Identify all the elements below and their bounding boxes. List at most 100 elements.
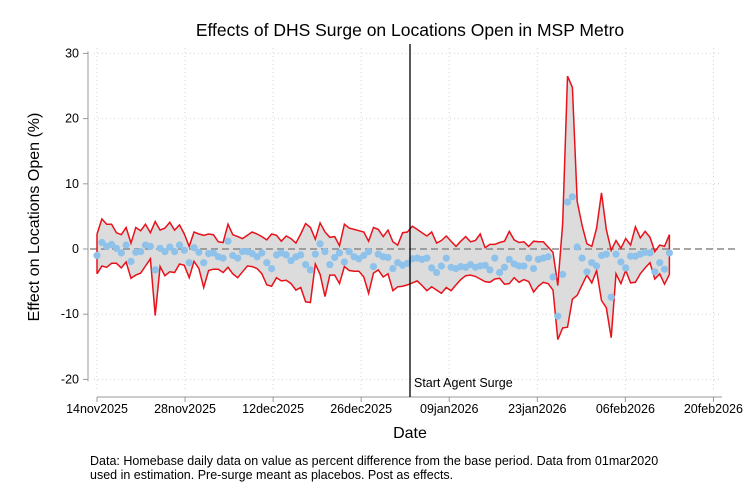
estimate-point	[360, 251, 368, 260]
ci-lower-line	[96, 256, 671, 340]
x-tick-label: 26dec2025	[330, 402, 392, 416]
estimate-point	[563, 198, 572, 206]
estimate-point	[195, 248, 203, 256]
estimate-point	[108, 240, 116, 248]
estimate-point	[593, 262, 601, 270]
estimate-point	[117, 249, 125, 257]
estimate-point	[253, 253, 261, 261]
estimate-point	[530, 265, 538, 273]
estimate-point	[146, 242, 154, 250]
y-tick-label: 10	[65, 177, 79, 191]
estimate-point	[486, 266, 494, 274]
estimate-point	[151, 266, 159, 274]
estimate-point	[500, 263, 509, 271]
estimate-point	[287, 257, 295, 265]
x-tick-label: 20feb2026	[684, 402, 743, 416]
x-tick-label: 06feb2026	[596, 402, 655, 416]
estimate-point	[161, 248, 169, 256]
estimate-point	[602, 250, 610, 258]
estimate-point	[98, 238, 106, 247]
estimate-point	[345, 248, 353, 256]
estimate-point	[568, 193, 577, 201]
x-axis-label: Date	[393, 425, 427, 442]
estimate-point	[112, 244, 120, 252]
estimate-point	[549, 273, 557, 281]
grid	[94, 48, 722, 390]
estimate-point	[209, 249, 217, 257]
estimate-point	[573, 243, 581, 251]
estimate-point	[559, 270, 567, 278]
estimate-point	[190, 244, 198, 252]
estimate-point	[316, 240, 324, 248]
x-tick-label: 28nov2025	[154, 402, 216, 416]
estimate-point	[321, 248, 329, 256]
estimate-point	[656, 259, 664, 267]
estimate-point	[340, 258, 348, 266]
estimate-point	[93, 251, 101, 260]
estimate-point	[660, 265, 669, 273]
estimate-point	[122, 241, 130, 249]
y-axis: 30 20 10 0 -10 -20	[61, 46, 89, 386]
x-tick-label: 09jan2026	[420, 402, 478, 416]
estimate-point	[617, 258, 625, 266]
estimate-point	[224, 237, 232, 245]
estimate-point	[127, 257, 135, 265]
x-tick-label: 12dec2025	[242, 402, 304, 416]
estimate-point	[306, 266, 314, 274]
estimate-point	[268, 265, 276, 273]
estimate-point	[258, 249, 266, 257]
estimate-point	[433, 268, 441, 277]
estimate-point	[622, 264, 630, 272]
estimate-point	[665, 249, 674, 257]
x-tick-label: 14nov2025	[66, 402, 128, 416]
note-line-2: used in estimation. Pre-surge meant as p…	[90, 468, 453, 482]
estimate-point	[335, 249, 344, 257]
estimate-point	[369, 263, 378, 271]
estimate-point	[491, 254, 499, 262]
estimate-point	[505, 255, 513, 263]
estimate-point	[496, 268, 504, 277]
ci-band	[97, 76, 670, 340]
estimate-point	[651, 268, 659, 276]
estimate-point	[442, 254, 450, 262]
y-tick-label: 30	[65, 46, 79, 60]
estimate-point	[185, 259, 193, 267]
estimate-point	[180, 246, 188, 254]
estimate-point	[612, 250, 620, 258]
estimate-point	[166, 243, 174, 251]
estimate-point	[326, 261, 334, 269]
estimate-point	[311, 250, 319, 258]
estimate-point	[200, 259, 208, 267]
estimate-point	[544, 253, 552, 261]
x-axis: 14nov2025 28nov2025 12dec2025 26dec2025 09ja…	[66, 396, 743, 416]
chart-title: Effects of DHS Surge on Locations Open i…	[196, 20, 624, 40]
estimate-point	[583, 268, 591, 276]
note-line-1: Data: Homebase daily data on value as pe…	[90, 454, 658, 468]
x-tick-label: 23jan2026	[508, 402, 566, 416]
estimate-point	[365, 248, 373, 256]
estimate-point	[263, 259, 271, 267]
estimate-point	[282, 251, 290, 259]
estimate-point	[403, 259, 411, 267]
estimate-point	[175, 241, 184, 249]
estimate-point	[437, 262, 445, 270]
plot-area: Start Agent Surge	[90, 44, 738, 397]
y-tick-label: 0	[72, 242, 79, 256]
estimate-point	[428, 264, 436, 272]
estimate-point	[302, 261, 310, 269]
estimate-point	[607, 293, 615, 301]
estimate-point	[578, 254, 586, 262]
estimate-point	[219, 254, 227, 262]
estimate-point	[525, 254, 533, 262]
estimate-point	[234, 254, 242, 262]
y-axis-label: Effect on Locations Open (%)	[26, 113, 43, 322]
y-tick-label: -20	[61, 372, 79, 386]
estimate-point	[481, 261, 489, 269]
estimate-point	[331, 253, 339, 262]
y-tick-label: 20	[65, 112, 79, 126]
estimate-point	[297, 251, 305, 259]
estimate-point	[554, 312, 562, 320]
event-label: Start Agent Surge	[414, 376, 513, 390]
estimate-point	[423, 254, 431, 262]
